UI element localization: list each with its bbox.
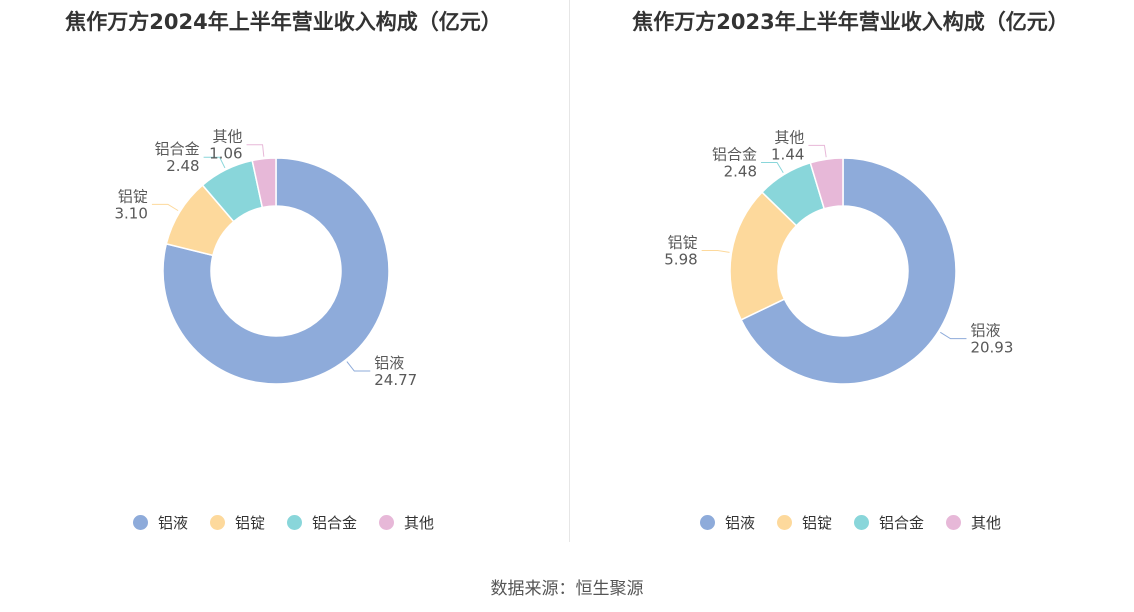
- legend-dot: [132, 515, 148, 530]
- leader-line-aluminum-liquid: [346, 361, 371, 372]
- data-source: 数据来源：恒生聚源: [490, 579, 644, 599]
- legend-item-aluminum-ingot[interactable]: 铝锭: [776, 512, 832, 533]
- legend-item-other[interactable]: 其他: [379, 512, 434, 533]
- leader-line-aluminum-alloy: [761, 161, 784, 173]
- legend-dot: [776, 515, 792, 530]
- chart-panel-2024: 焦作万方2024年上半年营业收入构成（亿元） 铝液 24.77 铝锭 3.10 铝合金 2…: [0, 0, 567, 560]
- legend-label: 其他: [404, 514, 435, 532]
- chart-legend: 铝液 铝锭 铝合金 其他: [567, 512, 1134, 533]
- legend-dot: [699, 515, 715, 530]
- legend-dot: [287, 515, 302, 530]
- chart-legend: 铝液 铝锭 铝合金 其他: [0, 512, 567, 533]
- leader-line-aluminum-ingot: [151, 203, 179, 212]
- slice-aluminum-liquid[interactable]: [162, 157, 390, 385]
- slice-aluminum-liquid[interactable]: [740, 157, 957, 385]
- leader-line-aluminum-liquid: [940, 331, 967, 340]
- slice-label-aluminum-ingot: 铝锭: [668, 233, 698, 251]
- slice-value-aluminum-liquid: 24.77: [374, 371, 417, 389]
- slice-value-other: 1.06: [209, 145, 242, 163]
- legend-item-other[interactable]: 其他: [946, 512, 1001, 533]
- slice-label-other: 其他: [213, 128, 243, 146]
- legend-label: 铝液: [157, 514, 188, 532]
- legend-label: 铝锭: [234, 514, 265, 532]
- slice-value-aluminum-liquid: 20.93: [970, 339, 1013, 357]
- slice-other[interactable]: [251, 157, 277, 209]
- leader-line-other: [246, 144, 265, 157]
- leader-line-other: [808, 144, 827, 158]
- legend-item-aluminum-alloy[interactable]: 铝合金: [287, 512, 357, 533]
- slice-value-aluminum-alloy: 2.48: [724, 162, 757, 180]
- slice-label-aluminum-alloy: 铝合金: [712, 145, 757, 163]
- legend-dot: [379, 515, 395, 530]
- legend-dot: [209, 515, 225, 530]
- slice-value-aluminum-alloy: 2.48: [166, 157, 199, 175]
- slice-value-other: 1.44: [771, 145, 804, 163]
- legend-dot: [946, 515, 962, 530]
- chart-title: 焦作万方2024年上半年营业收入构成（亿元）: [65, 10, 502, 34]
- slice-value-aluminum-ingot: 3.10: [114, 204, 147, 222]
- legend-label: 铝合金: [879, 514, 925, 532]
- slice-label-other: 其他: [774, 128, 804, 146]
- leader-line-aluminum-alloy: [203, 156, 226, 169]
- legend-item-aluminum-alloy[interactable]: 铝合金: [854, 512, 924, 533]
- legend-label: 铝合金: [312, 514, 358, 532]
- slice-other[interactable]: [809, 157, 844, 210]
- legend-dot: [854, 515, 869, 530]
- slice-label-aluminum-liquid: 铝液: [374, 354, 404, 372]
- slice-label-aluminum-alloy: 铝合金: [155, 140, 200, 158]
- legend-item-aluminum-ingot[interactable]: 铝锭: [209, 512, 265, 533]
- chart-title: 焦作万方2023年上半年营业收入构成（亿元）: [632, 10, 1069, 34]
- legend-item-aluminum-liquid[interactable]: 铝液: [699, 512, 755, 533]
- chart-panel-2023: 焦作万方2023年上半年营业收入构成（亿元） 铝液 20.93 铝锭 5.98 铝合金 2…: [567, 0, 1134, 560]
- panel-divider: [569, 0, 570, 542]
- slice-label-aluminum-ingot: 铝锭: [118, 187, 148, 205]
- legend-label: 铝液: [724, 514, 755, 532]
- slice-label-aluminum-liquid: 铝液: [970, 322, 1000, 340]
- legend-label: 铝锭: [801, 514, 832, 532]
- legend-item-aluminum-liquid[interactable]: 铝液: [132, 512, 188, 533]
- slice-value-aluminum-ingot: 5.98: [664, 250, 697, 268]
- legend-label: 其他: [971, 514, 1002, 532]
- leader-line-aluminum-ingot: [701, 249, 730, 253]
